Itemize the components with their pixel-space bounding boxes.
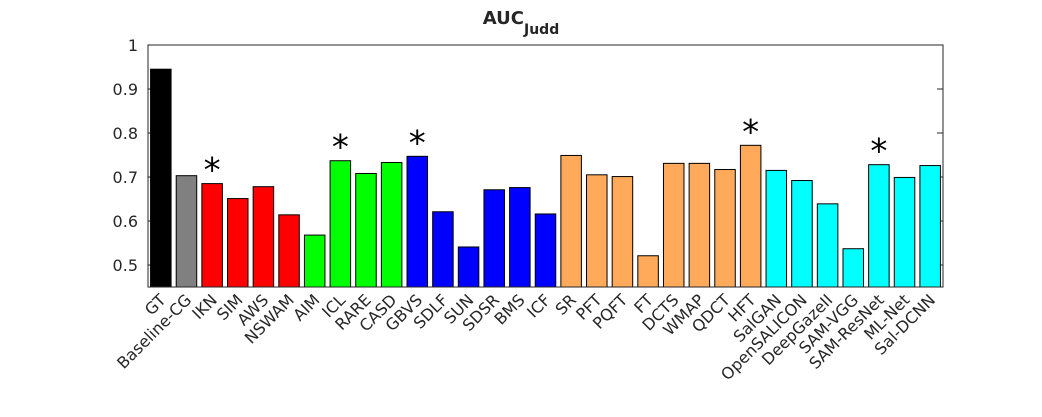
bar xyxy=(662,162,685,288)
bar xyxy=(714,169,736,288)
bar xyxy=(303,234,326,288)
bar xyxy=(150,68,172,288)
bar xyxy=(816,203,839,288)
bar xyxy=(842,248,865,288)
bar xyxy=(893,176,916,288)
significance-marker: * xyxy=(409,123,426,163)
bar xyxy=(380,161,403,288)
bar xyxy=(252,186,275,288)
bar xyxy=(457,246,480,288)
y-tick-label: 0.8 xyxy=(113,124,138,143)
y-tick-label: 1 xyxy=(128,36,138,55)
bar xyxy=(534,213,557,288)
bar xyxy=(919,165,941,288)
bar xyxy=(688,162,711,288)
bar xyxy=(406,155,429,288)
bar xyxy=(739,144,762,288)
bar xyxy=(791,180,813,288)
significance-marker: * xyxy=(870,132,887,172)
bar xyxy=(278,214,300,288)
y-tick-label: 0.6 xyxy=(113,212,138,231)
bar xyxy=(586,174,608,288)
y-tick-label: 0.9 xyxy=(113,80,138,99)
bar xyxy=(611,176,634,288)
bar xyxy=(201,183,223,288)
chart-title-subscript: Judd xyxy=(523,22,559,38)
significance-marker: * xyxy=(742,112,759,152)
bar xyxy=(868,164,890,288)
significance-marker: * xyxy=(204,151,221,191)
bar xyxy=(765,169,788,288)
significance-marker: * xyxy=(332,128,349,168)
bar xyxy=(509,187,531,288)
bar xyxy=(227,198,249,288)
plot-frame xyxy=(147,44,944,288)
bar xyxy=(175,175,198,288)
bar xyxy=(483,189,505,288)
bar xyxy=(329,160,352,288)
x-tick-label: ICF xyxy=(523,290,554,321)
bar xyxy=(560,154,582,288)
bar xyxy=(432,211,454,288)
y-tick-label: 0.7 xyxy=(113,168,138,187)
bar xyxy=(637,255,659,288)
chart-title: AUC xyxy=(483,8,524,29)
x-tick-label: BMS xyxy=(491,290,529,328)
y-tick-label: 0.5 xyxy=(113,256,138,275)
bar xyxy=(355,172,377,288)
